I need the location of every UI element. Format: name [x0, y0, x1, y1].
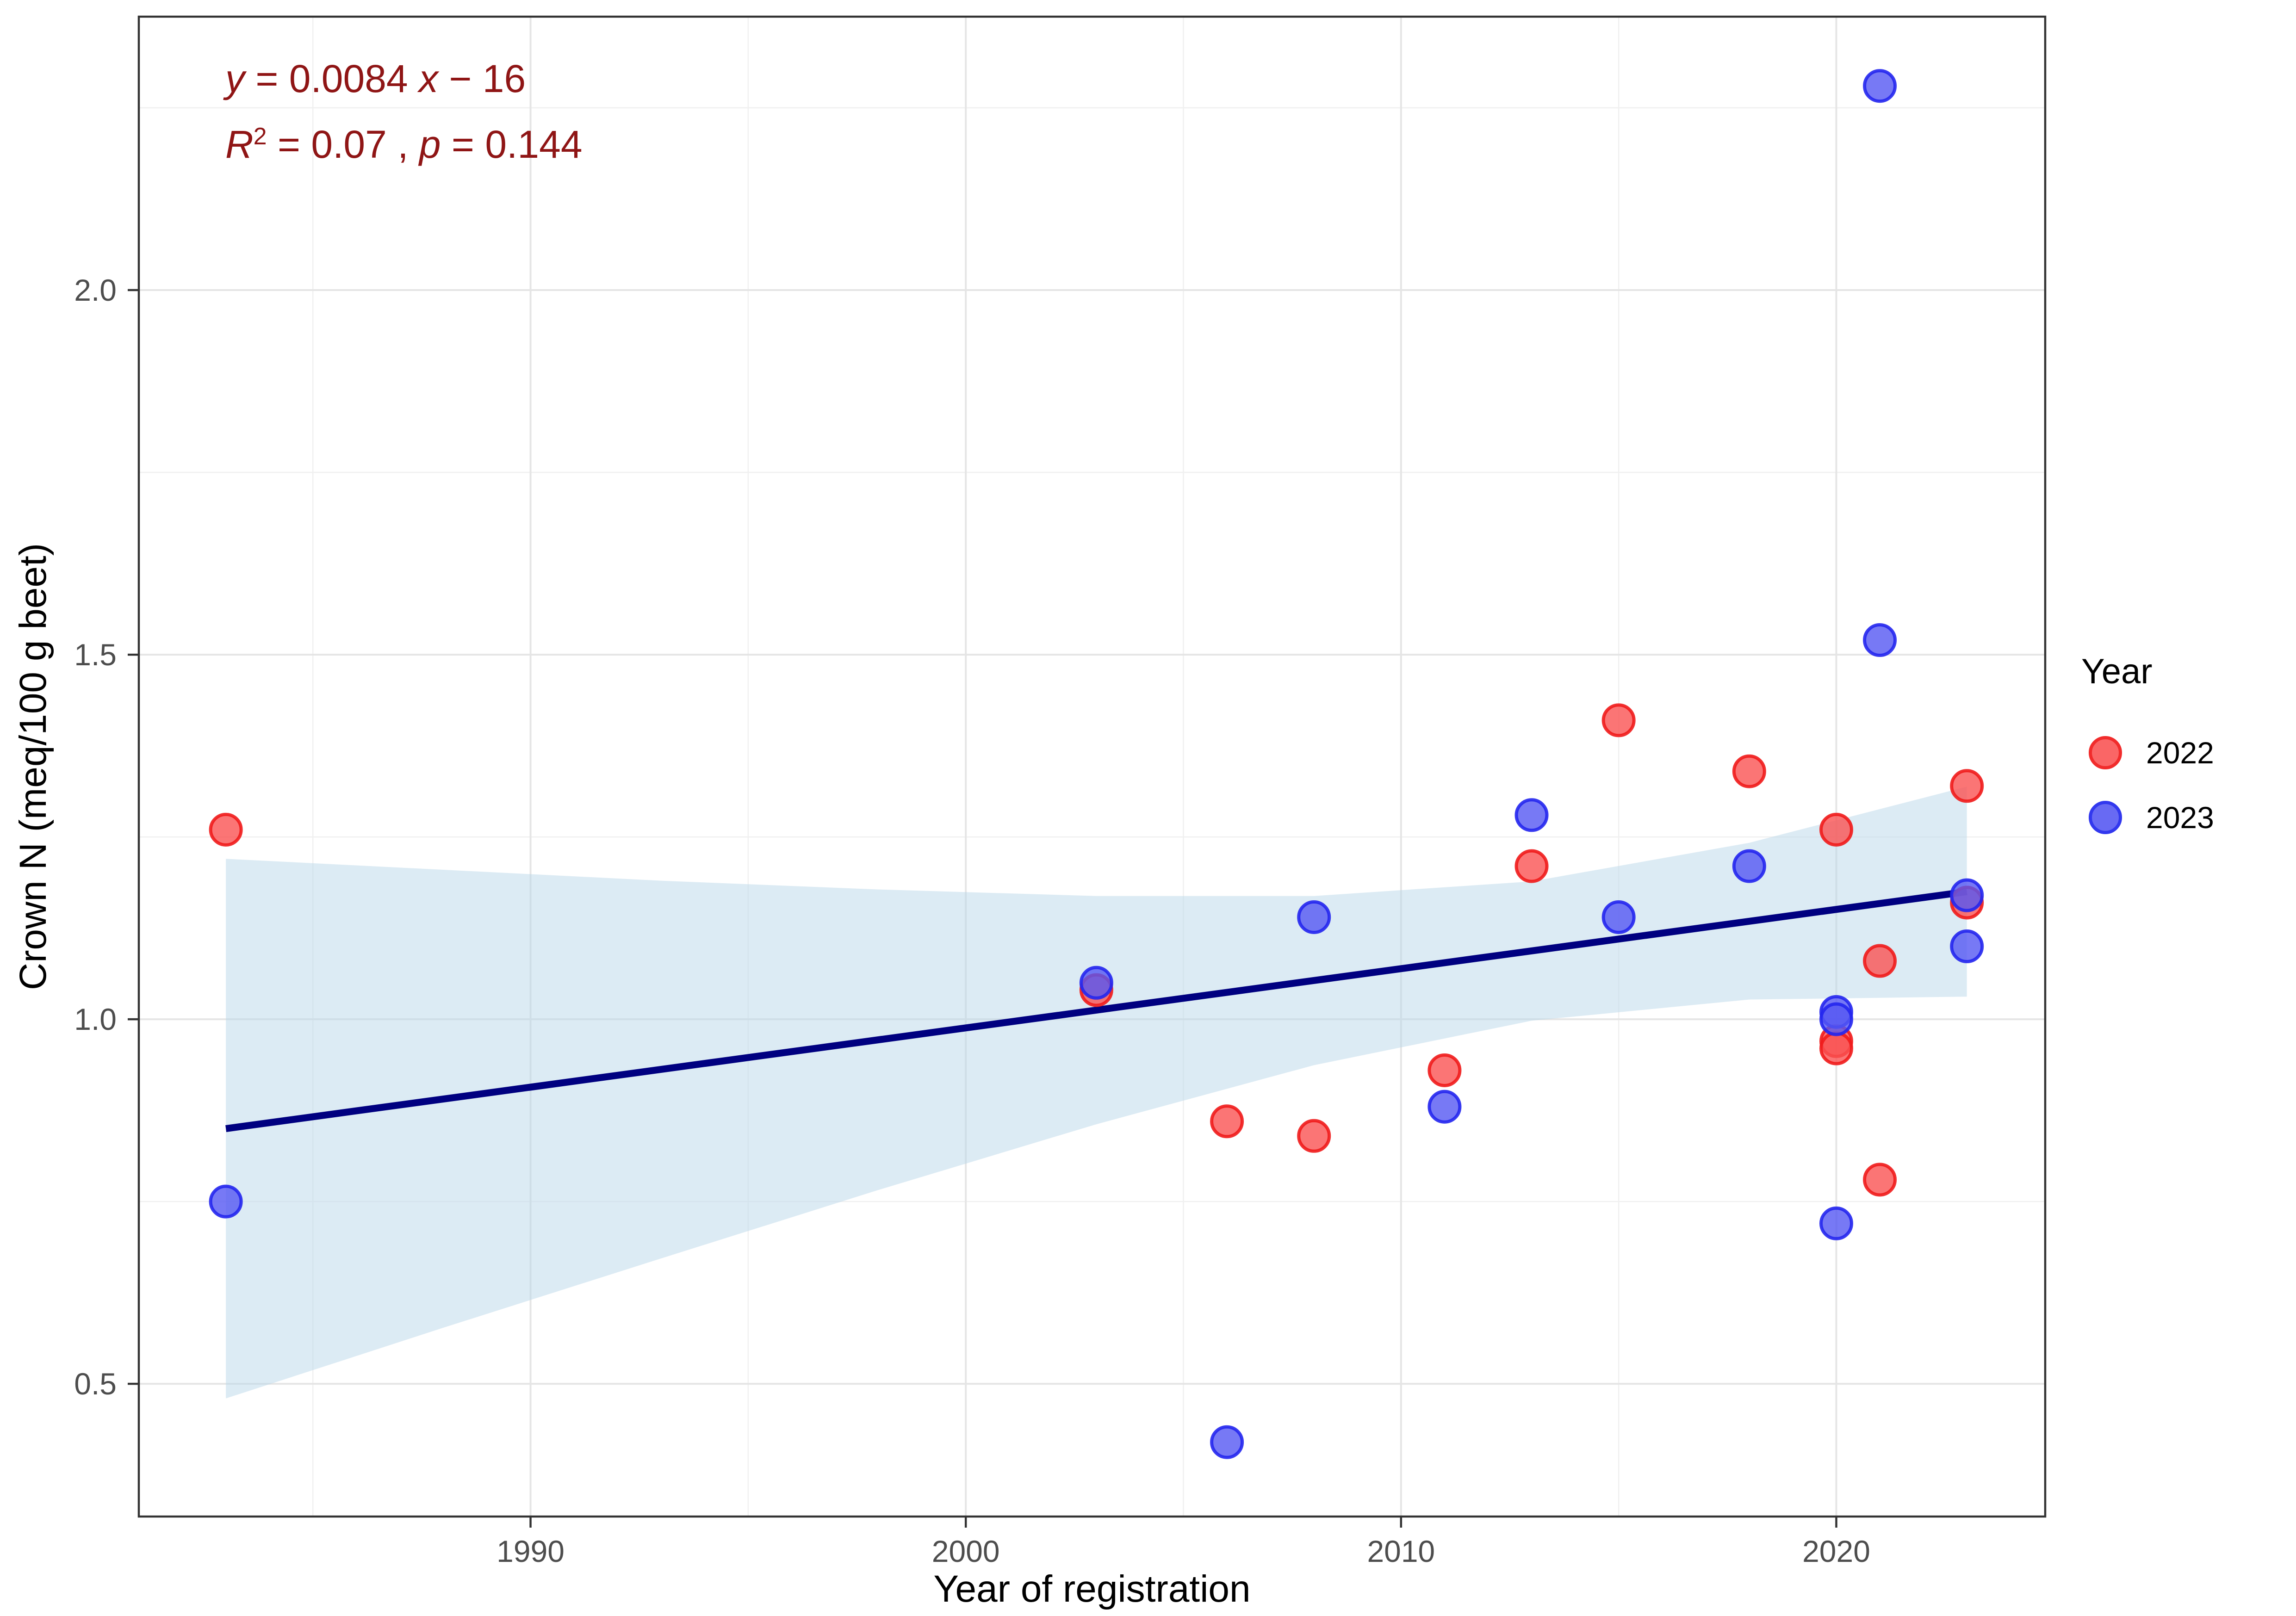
data-point-2023 [1297, 900, 1331, 934]
x-axis-title: Year of registration [933, 1568, 1251, 1610]
data-point-2023 [1819, 1206, 1853, 1240]
data-point-2023 [1210, 1425, 1244, 1459]
data-point-2022 [1863, 1163, 1897, 1197]
y-tick-label: 1.5 [74, 638, 117, 672]
data-point-2023 [1079, 966, 1113, 1000]
legend-item-2022: 2022 [2081, 720, 2214, 785]
legend-item-label: 2023 [2146, 800, 2214, 835]
x-tick-label: 2010 [1367, 1534, 1435, 1568]
data-point-2023 [1514, 798, 1549, 832]
y-tick-label: 0.5 [74, 1367, 117, 1401]
x-tick-label: 2020 [1802, 1534, 1870, 1568]
data-point-2023 [1863, 623, 1897, 657]
equation-segment: x [419, 57, 438, 100]
data-point-2023 [1819, 1002, 1853, 1036]
y-tick-label: 2.0 [74, 273, 117, 307]
legend-key-circle [2089, 801, 2122, 834]
panel-border [137, 15, 2047, 1518]
data-point-2022 [1297, 1119, 1331, 1153]
equation-segment: = 0.144 [441, 123, 583, 166]
data-point-2022 [1732, 754, 1766, 788]
equation-segment: 2 [253, 123, 267, 150]
equation-segment: − 16 [438, 57, 526, 100]
y-tick-label: 1.0 [74, 1002, 117, 1036]
data-point-2022 [1819, 812, 1853, 847]
equation-segment: p [419, 123, 441, 166]
legend-items: 2022 2023 [2081, 720, 2214, 850]
confidence-band [226, 786, 1967, 1399]
data-point-2023 [1601, 900, 1636, 934]
data-point-2022 [1950, 769, 1984, 803]
x-tick-label: 1990 [496, 1534, 565, 1568]
regression-stats: R2 = 0.07 , p = 0.144 [225, 123, 583, 166]
regression-line [225, 888, 1967, 1132]
data-point-2023 [1427, 1090, 1462, 1124]
regression-annotation: y = 0.0084 x − 16 R2 = 0.07 , p = 0.144 [225, 59, 583, 191]
equation-segment: R [225, 123, 254, 166]
data-point-2023 [1732, 849, 1766, 883]
legend-title: Year [2081, 652, 2153, 691]
regression-equation: y = 0.0084 x − 16 [225, 59, 583, 98]
legend-item-2023: 2023 [2081, 785, 2214, 850]
y-axis-title: Crown N (meq/100 g beet) [12, 543, 54, 991]
data-point-2022 [1210, 1104, 1244, 1139]
data-point-2022 [1427, 1053, 1462, 1087]
data-point-2023 [209, 1184, 243, 1219]
legend-item-label: 2022 [2146, 736, 2214, 770]
data-point-2023 [1950, 878, 1984, 912]
data-point-2023 [1863, 69, 1897, 103]
equation-segment: y [225, 57, 245, 100]
data-point-2022 [209, 812, 243, 847]
legend-key-circle [2089, 736, 2122, 769]
equation-segment: = 0.07 , [267, 123, 419, 166]
data-point-2022 [1819, 1031, 1853, 1065]
data-point-2022 [1514, 849, 1549, 883]
data-point-2022 [1863, 944, 1897, 978]
legend: Year 2022 2023 [2081, 651, 2214, 850]
data-point-2023 [1950, 929, 1984, 964]
x-tick-label: 2000 [932, 1534, 1000, 1568]
data-point-2022 [1601, 703, 1636, 737]
equation-segment: = 0.0084 [245, 57, 419, 100]
